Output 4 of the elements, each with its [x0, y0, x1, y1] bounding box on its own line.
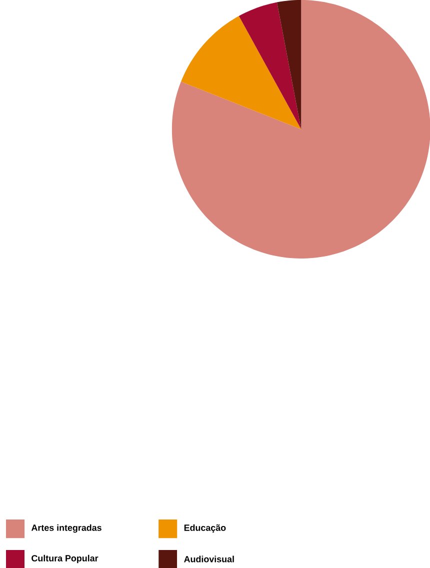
legend-label: Artes integradas — [31, 524, 102, 533]
legend-label: Educação — [184, 524, 226, 533]
legend-label: Cultura Popular — [31, 554, 98, 564]
legend-label: Audiovisual — [184, 556, 234, 562]
